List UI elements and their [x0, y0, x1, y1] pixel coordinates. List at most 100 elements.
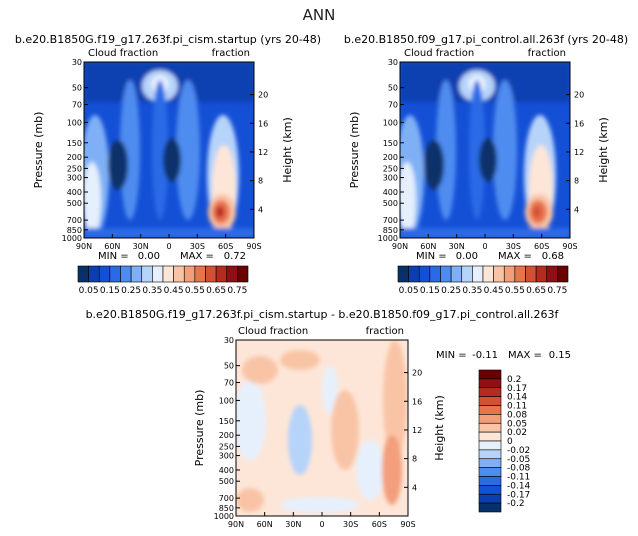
panel-b-colorbar-box [472, 265, 484, 283]
panel-a-ytick-label: 100 [67, 118, 82, 127]
panel-b-colorbar-box [397, 265, 409, 283]
panel-c-xtick-label: 0 [319, 520, 324, 529]
panel-a-ytick-label: 500 [67, 199, 82, 208]
panel-a-ytick-label: 200 [67, 153, 82, 162]
panel-a-ytick-label: 150 [67, 139, 82, 148]
panel-c-field [236, 340, 408, 516]
panel-c-colorbar-box [478, 485, 502, 495]
panel-a-colorbar-box [215, 265, 228, 283]
panel-b-xtick-label: 0 [482, 242, 487, 251]
panel-b-min-value: 0.00 [456, 251, 478, 262]
panel-a-colorbar: 0.05 0.15 0.25 0.35 0.45 0.55 0.65 0.75 [77, 265, 249, 296]
panel-a-max-value: 0.72 [224, 251, 246, 262]
panel-b-colorbar-box [408, 265, 420, 283]
panel-c-colorbar-box [478, 493, 502, 504]
panel-b-colorbar-box [535, 265, 548, 283]
page-title: ANN [303, 6, 336, 24]
panel-b-left-label: Cloud fraction [404, 48, 474, 59]
panel-c-ytick-label: 200 [219, 431, 234, 440]
panel-c-title: b.e20.B1850G.f19_g17.263f.pi_cism.startu… [86, 308, 560, 321]
panel-b-ytick-right-label: 8 [574, 177, 579, 186]
panel-b-ylabel-right: Height (km) [597, 117, 610, 183]
panel-b-ytick-label: 70 [388, 101, 398, 110]
panel-b-ytick-label: 300 [383, 174, 398, 183]
panel-a-right-label: fraction [212, 48, 250, 59]
panel-c-xtick-label: 60S [372, 520, 387, 529]
panel-b-ytick-right-label: 20 [574, 91, 584, 100]
panel-b-colorbar-label: 0.45 [484, 286, 504, 296]
panel-a-xtick-label: 30S [190, 242, 205, 251]
panel-c-ytick-right-label: 8 [412, 455, 417, 464]
panel-a-field [84, 62, 254, 238]
panel-a-ylabel-right: Height (km) [281, 117, 294, 183]
panel-c-colorbar-label: -0.17 [507, 490, 530, 500]
panel-c-colorbar-box [478, 396, 502, 406]
panel-b-colorbar-box [482, 265, 494, 283]
panel-a: b.e20.B1850G.f19_g17.263f.pi_cism.startu… [15, 33, 321, 296]
panel-c-xtick-label: 90N [228, 520, 244, 529]
panel-b-colorbar-label: 0.65 [526, 286, 546, 296]
panel-b-ytick-label: 850 [383, 226, 398, 235]
panel-b-colorbar: 0.05 0.15 0.25 0.35 0.45 0.55 0.65 0.75 [397, 265, 569, 296]
panel-b-max-label: MAX = [498, 251, 532, 262]
panel-c-ytick-label: 500 [219, 477, 234, 486]
panel-c-xtick-label: 90S [400, 520, 415, 529]
panel-a-axes: 90N 60N 30N 0 30S 60S 90S100085070050040030025… [62, 58, 269, 251]
panel-a-colorbar-box [183, 265, 196, 283]
panel-c-xtick-label: 60N [257, 520, 273, 529]
panel-c-ytick-label: 50 [224, 362, 234, 371]
panel-b-field [400, 62, 570, 238]
panel-a-left-label: Cloud fraction [88, 48, 158, 59]
panel-b-colorbar-box [461, 265, 473, 283]
panel-a-colorbar-box [98, 265, 111, 283]
panel-b-axes: 90N 60N 30N 0 30S 60S 90S100085070050040030025… [378, 58, 585, 251]
panel-a-xtick-label: 60N [104, 242, 120, 251]
panel-c-colorbar-box [478, 378, 502, 389]
panel-c-ylabel: Pressure (mb) [193, 390, 206, 467]
panel-a-ytick-label: 850 [67, 226, 82, 235]
panel-a-ytick-label: 250 [67, 164, 82, 173]
panel-a-colorbar-label: 0.45 [164, 286, 184, 296]
panel-b-ytick-label: 1000 [378, 234, 398, 243]
panel-a-colorbar-box [141, 265, 153, 283]
panel-c-colorbar-label: 0.2 [507, 375, 521, 385]
panel-b-xtick-label: 60S [534, 242, 549, 251]
panel-c-axes: 90N 60N 30N 0 30S 60S 90S100085070050040030025… [214, 336, 423, 529]
panel-b: b.e20.B1850.f09_g17.pi_control.all.263f … [344, 33, 628, 296]
panel-a-xtick-label: 30N [133, 242, 149, 251]
panel-a-ytick-label: 1000 [62, 234, 82, 243]
panel-a-ytick-right-label: 12 [258, 148, 268, 157]
panel-a-title: b.e20.B1850G.f19_g17.263f.pi_cism.startu… [15, 33, 321, 46]
panel-c-colorbar-label: -0.2 [507, 499, 525, 509]
panel-a-ytick-label: 300 [67, 174, 82, 183]
panel-b-ytick-label: 30 [388, 58, 398, 67]
panel-b-ytick-label: 400 [383, 188, 398, 197]
panel-c-ytick-label: 250 [219, 442, 234, 451]
panel-a-colorbar-label: 0.15 [100, 286, 120, 296]
panel-c-ytick-label: 100 [219, 396, 234, 405]
panel-a-colorbar-box [120, 265, 132, 283]
panel-c-colorbar-label: -0.14 [507, 481, 531, 491]
panel-a-xtick-label: 60S [218, 242, 233, 251]
panel-b-right-label: fraction [528, 48, 566, 59]
panel-a-colorbar-label: 0.25 [121, 286, 141, 296]
panel-b-xtick-label: 30S [506, 242, 521, 251]
panel-c-colorbar-label: 0.14 [507, 393, 527, 403]
panel-c-ytick-label: 400 [219, 466, 234, 475]
panel-b-title: b.e20.B1850.f09_g17.pi_control.all.263f … [344, 33, 628, 46]
panel-c-max-label: MAX = [508, 350, 542, 361]
panel-a-colorbar-label: 0.35 [142, 286, 162, 296]
panel-b-xtick-label: 30N [449, 242, 465, 251]
panel-a-max-label: MAX = [180, 251, 214, 262]
panel-a-ytick-label: 30 [72, 58, 82, 67]
panel-b-colorbar-box [493, 265, 505, 283]
panel-a-colorbar-label: 0.65 [206, 286, 226, 296]
panel-b-ytick-label: 200 [383, 153, 398, 162]
panel-b-xtick-label: 90S [562, 242, 577, 251]
panel-b-colorbar-box [450, 265, 463, 283]
panel-b-xtick-label: 90N [392, 242, 408, 251]
panel-c-ytick-label: 700 [219, 494, 234, 503]
panel-c-right-label: fraction [366, 326, 404, 337]
panel-c-colorbar-label: 0.11 [507, 402, 527, 412]
